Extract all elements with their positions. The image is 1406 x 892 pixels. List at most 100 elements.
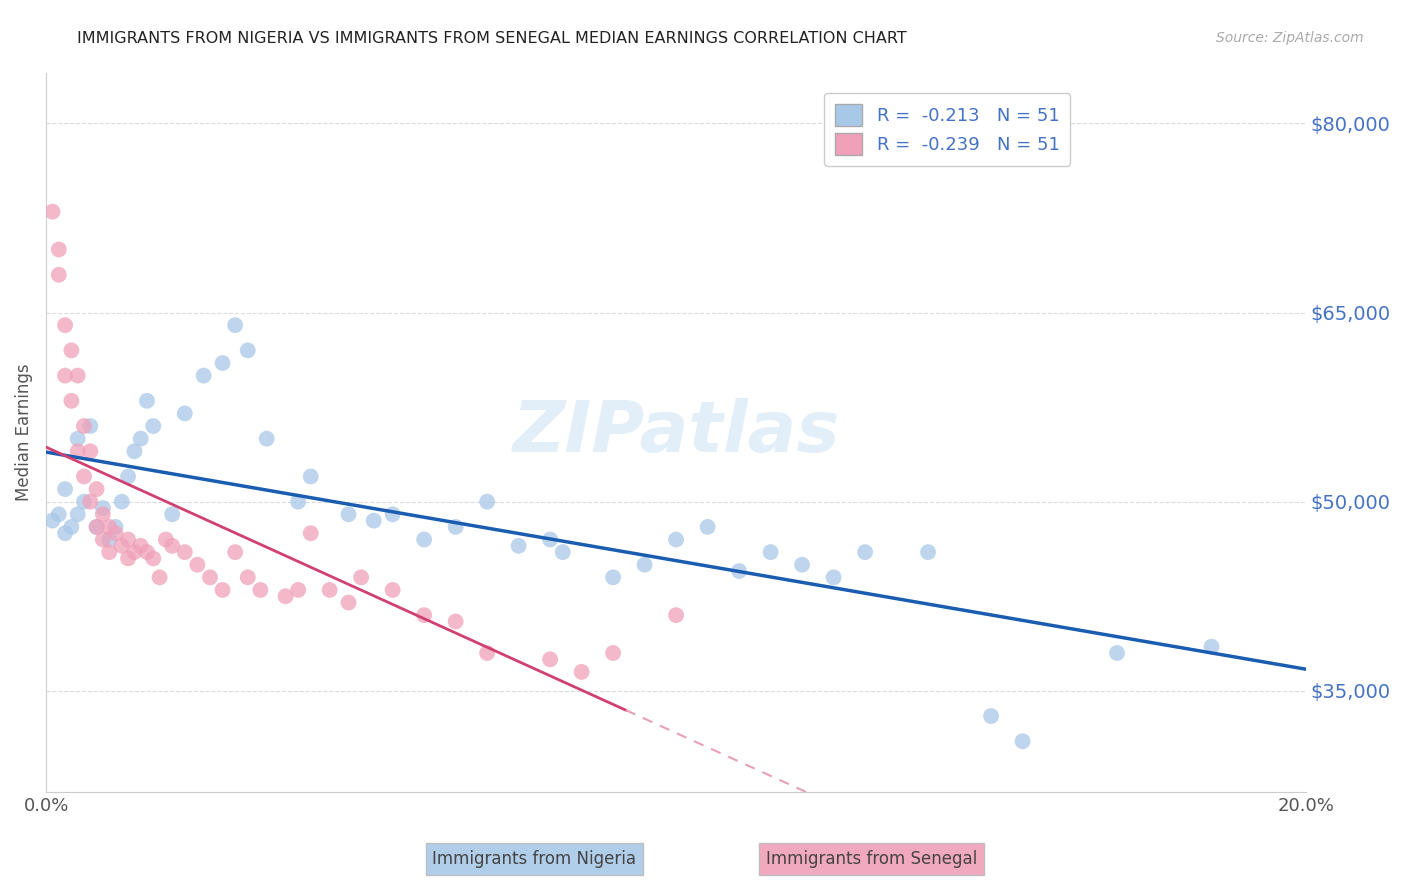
Point	[53, 318, 76, 333]
Point	[633, 558, 655, 572]
Point	[73, 419, 96, 434]
Point	[211, 582, 233, 597]
Point	[256, 432, 278, 446]
Point	[73, 469, 96, 483]
Point	[117, 551, 139, 566]
Point	[444, 615, 467, 629]
Point	[136, 393, 159, 408]
Point	[53, 368, 76, 383]
Point	[86, 482, 108, 496]
Point	[602, 646, 624, 660]
Point	[696, 520, 718, 534]
Point	[1105, 646, 1128, 660]
Point	[193, 368, 215, 383]
Point	[249, 582, 271, 597]
Point	[299, 469, 322, 483]
Text: Immigrants from Senegal: Immigrants from Senegal	[766, 850, 977, 868]
Point	[665, 608, 688, 623]
Point	[66, 432, 89, 446]
Point	[538, 533, 561, 547]
Point	[91, 508, 114, 522]
Point	[148, 570, 170, 584]
Point	[73, 494, 96, 508]
Point	[53, 526, 76, 541]
Point	[111, 494, 134, 508]
Point	[350, 570, 373, 584]
Point	[160, 539, 183, 553]
Point	[53, 482, 76, 496]
Point	[224, 318, 246, 333]
Text: Source: ZipAtlas.com: Source: ZipAtlas.com	[1216, 31, 1364, 45]
Point	[111, 539, 134, 553]
Point	[160, 508, 183, 522]
Point	[1011, 734, 1033, 748]
Point	[173, 545, 195, 559]
Point	[60, 393, 83, 408]
Point	[917, 545, 939, 559]
Point	[413, 608, 436, 623]
Point	[79, 419, 101, 434]
Point	[60, 343, 83, 358]
Point	[381, 508, 404, 522]
Point	[551, 545, 574, 559]
Point	[98, 520, 121, 534]
Point	[508, 539, 530, 553]
Point	[363, 514, 385, 528]
Point	[155, 533, 177, 547]
Point	[104, 526, 127, 541]
Point	[318, 582, 340, 597]
Text: Immigrants from Nigeria: Immigrants from Nigeria	[432, 850, 637, 868]
Point	[129, 432, 152, 446]
Point	[1201, 640, 1223, 654]
Point	[236, 343, 259, 358]
Y-axis label: Median Earnings: Median Earnings	[15, 364, 32, 501]
Point	[728, 564, 751, 578]
Point	[337, 508, 360, 522]
Point	[129, 539, 152, 553]
Point	[224, 545, 246, 559]
Point	[124, 545, 146, 559]
Legend: R =  -0.213   N = 51, R =  -0.239   N = 51: R = -0.213 N = 51, R = -0.239 N = 51	[824, 93, 1070, 166]
Point	[198, 570, 221, 584]
Point	[86, 520, 108, 534]
Point	[444, 520, 467, 534]
Point	[475, 646, 498, 660]
Point	[79, 444, 101, 458]
Point	[98, 533, 121, 547]
Point	[66, 368, 89, 383]
Point	[287, 494, 309, 508]
Point	[91, 501, 114, 516]
Point	[136, 545, 159, 559]
Point	[117, 533, 139, 547]
Point	[287, 582, 309, 597]
Point	[337, 596, 360, 610]
Point	[104, 520, 127, 534]
Point	[86, 520, 108, 534]
Point	[48, 508, 70, 522]
Point	[980, 709, 1002, 723]
Text: IMMIGRANTS FROM NIGERIA VS IMMIGRANTS FROM SENEGAL MEDIAN EARNINGS CORRELATION C: IMMIGRANTS FROM NIGERIA VS IMMIGRANTS FR…	[77, 31, 907, 46]
Point	[381, 582, 404, 597]
Point	[186, 558, 208, 572]
Point	[98, 545, 121, 559]
Point	[571, 665, 593, 679]
Point	[173, 406, 195, 420]
Point	[413, 533, 436, 547]
Point	[823, 570, 845, 584]
Point	[79, 494, 101, 508]
Point	[41, 204, 63, 219]
Point	[665, 533, 688, 547]
Point	[48, 243, 70, 257]
Point	[91, 533, 114, 547]
Point	[602, 570, 624, 584]
Point	[60, 520, 83, 534]
Point	[475, 494, 498, 508]
Point	[790, 558, 813, 572]
Point	[66, 444, 89, 458]
Point	[759, 545, 782, 559]
Text: ZIPatlas: ZIPatlas	[512, 398, 839, 467]
Point	[41, 514, 63, 528]
Point	[853, 545, 876, 559]
Point	[142, 419, 165, 434]
Point	[211, 356, 233, 370]
